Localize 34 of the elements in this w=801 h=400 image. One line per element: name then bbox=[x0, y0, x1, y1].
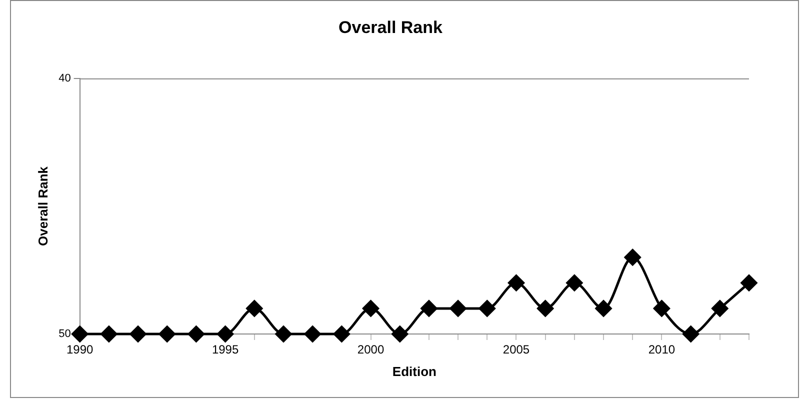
point bbox=[682, 326, 700, 342]
point bbox=[275, 326, 292, 342]
point bbox=[653, 300, 670, 317]
point bbox=[362, 300, 380, 317]
point bbox=[188, 326, 204, 342]
point bbox=[304, 326, 321, 342]
point bbox=[508, 274, 524, 292]
point bbox=[595, 300, 612, 317]
y-axis-title: Overall Rank bbox=[35, 166, 50, 246]
x-axis-title: Edition bbox=[392, 364, 436, 379]
point bbox=[624, 249, 641, 266]
chart-title: Overall Rank bbox=[338, 18, 444, 37]
point bbox=[72, 326, 88, 342]
point bbox=[392, 326, 408, 342]
point bbox=[450, 300, 466, 317]
point bbox=[740, 274, 758, 292]
x-tick-label: 2010 bbox=[648, 342, 676, 357]
x-tick-label: 2005 bbox=[502, 342, 530, 357]
point bbox=[100, 326, 118, 342]
x-tick-label: 1990 bbox=[66, 342, 94, 357]
point bbox=[217, 326, 234, 342]
point bbox=[130, 326, 146, 342]
point bbox=[478, 300, 496, 317]
point bbox=[712, 300, 728, 317]
point bbox=[158, 326, 176, 342]
point bbox=[246, 300, 263, 317]
y-tick-label: 50 bbox=[58, 328, 71, 340]
x-tick-label: 2000 bbox=[357, 342, 384, 357]
y-tick-label: 40 bbox=[58, 72, 71, 84]
point bbox=[333, 326, 350, 342]
point bbox=[566, 274, 583, 292]
x-tick-label: 1995 bbox=[212, 342, 239, 357]
point bbox=[537, 300, 554, 317]
point bbox=[420, 300, 438, 317]
